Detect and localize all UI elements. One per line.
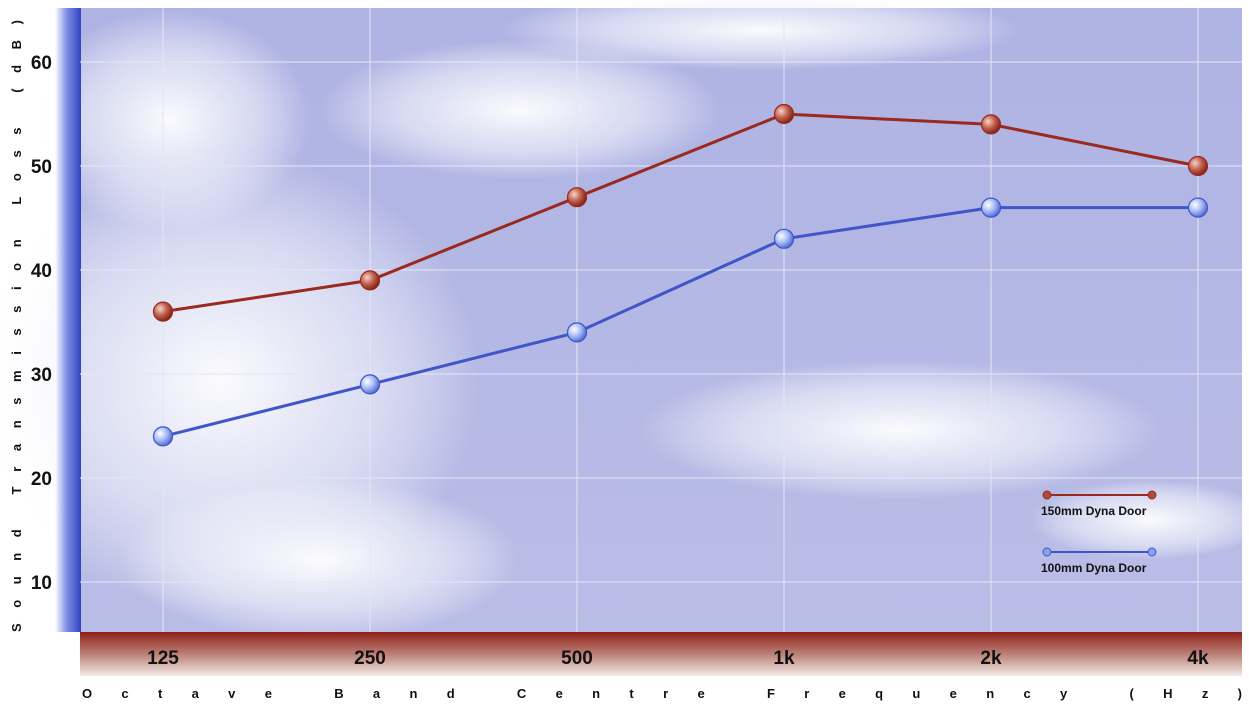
y-tick-label: 40 [31,261,52,282]
x-tick-label: 125 [147,648,179,669]
series-line [162,206,1198,438]
data-point [773,228,795,249]
grid [80,8,1242,632]
legend-label: 100mm Dyna Door [1041,561,1147,575]
x-tick-label: 250 [354,648,386,669]
data-point [980,197,1002,218]
legend-item: 150mm Dyna Door [1041,490,1157,518]
y-axis-band [55,8,81,632]
legend-label: 150mm Dyna Door [1041,504,1147,518]
legend-swatch-marker [1147,547,1157,557]
data-point [566,187,588,208]
series-line [162,112,1199,314]
x-axis-band [80,632,1242,676]
cloud-shape [640,360,1160,500]
x-tick-labels: 125 250 500 1k 2k 4k [147,648,1209,669]
legend-swatch-marker [1147,490,1157,500]
x-tick-label: 4k [1187,648,1209,669]
cloud-shape [500,0,1020,70]
series-group [152,103,1209,322]
x-tick-label: 500 [561,648,593,669]
cloud-shape [1030,480,1249,560]
x-tick-label: 1k [773,648,795,669]
data-point [152,426,174,447]
data-point [1187,155,1209,177]
series [152,103,1209,447]
data-point [773,103,795,125]
y-tick-label: 20 [31,469,52,490]
cloud-shape [120,480,520,640]
data-point [359,270,381,291]
legend: 150mm Dyna Door 100mm Dyna Door [1041,490,1157,575]
legend-swatch-marker [1042,490,1052,500]
x-axis-title: Octave Band Centre Frequency (Hz) [82,686,1242,701]
y-tick-label: 30 [31,365,52,386]
cloud-shape [30,10,310,230]
y-tick-label: 10 [31,573,52,594]
y-tick-labels: 10 20 30 40 50 60 [31,53,52,594]
y-tick-label: 60 [31,53,52,74]
legend-item: 100mm Dyna Door [1041,547,1157,575]
x-tick-label: 2k [980,648,1002,669]
plot-background [0,0,1249,640]
series-group [152,197,1209,447]
data-point [359,374,381,395]
legend-swatch-marker [1042,547,1052,557]
data-point [980,114,1002,135]
y-tick-label: 50 [31,157,52,178]
data-point [566,322,588,343]
data-point [152,301,174,322]
data-point [1187,197,1209,218]
cloud-shape [320,40,720,180]
